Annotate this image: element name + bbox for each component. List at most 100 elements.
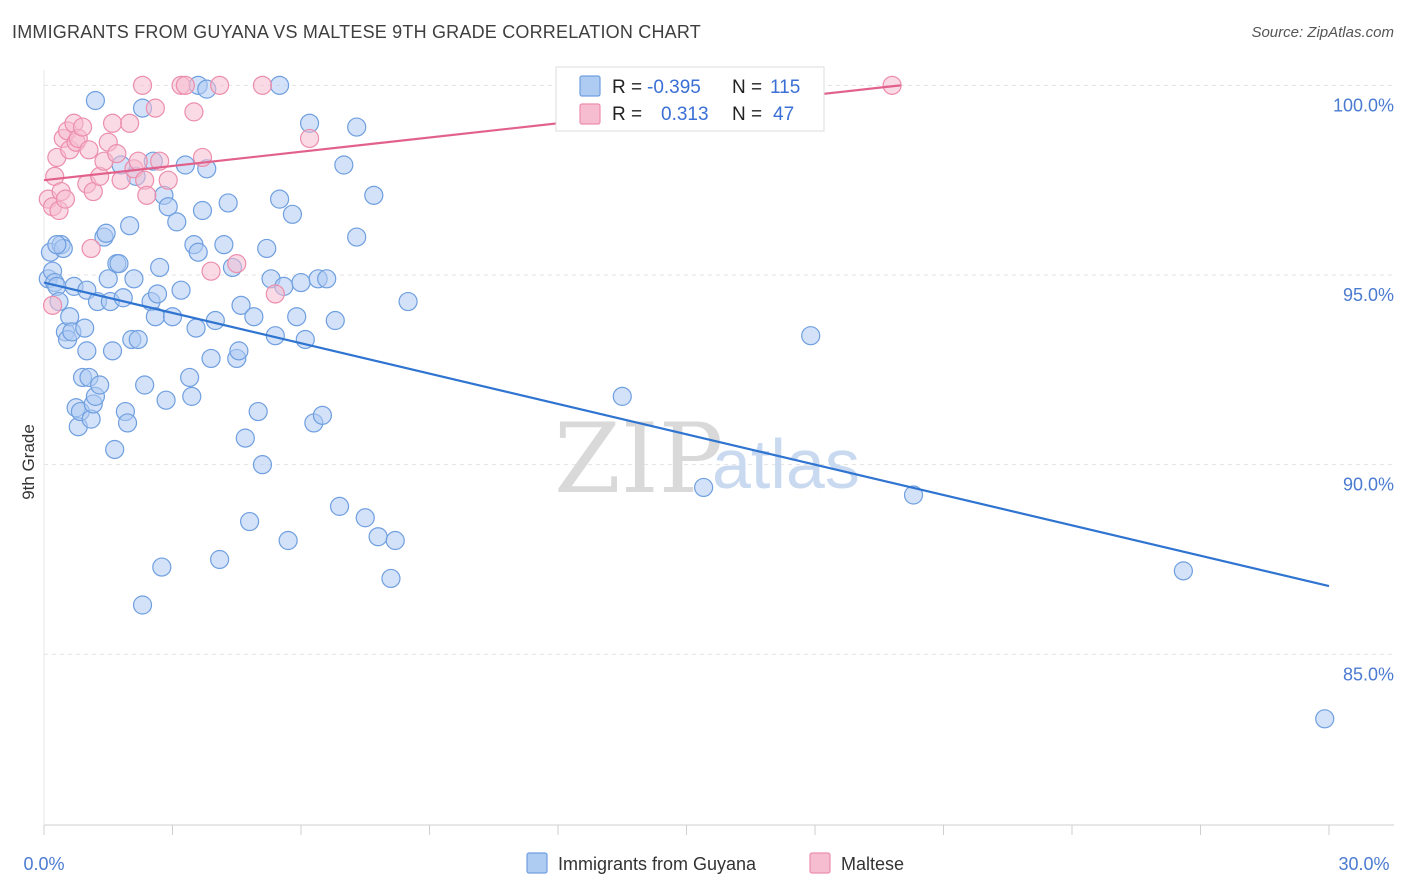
data-point-guyana: [903, 485, 924, 505]
data-point-guyana: [90, 375, 110, 395]
data-point-maltese: [184, 102, 204, 122]
data-point-maltese: [145, 98, 165, 118]
data-point-maltese: [120, 113, 140, 133]
data-point-guyana: [381, 568, 401, 589]
bottom-legend-label-maltese: Maltese: [841, 854, 904, 874]
y-tick-label: 85.0%: [1343, 664, 1394, 684]
data-point-guyana: [201, 348, 221, 369]
x-tick-label-max: 30.0%: [1338, 854, 1389, 874]
data-point-guyana: [102, 341, 123, 361]
data-point-guyana: [612, 386, 632, 406]
data-point-guyana: [694, 477, 714, 498]
x-tick-labels: 0.0% 30.0%: [23, 854, 1389, 874]
data-point-guyana: [109, 254, 129, 274]
data-point-maltese: [79, 140, 99, 160]
data-point-guyana: [47, 235, 67, 255]
legend-r-label-maltese: R =: [612, 104, 642, 125]
chart-title: IMMIGRANTS FROM GUYANA VS MALTESE 9TH GR…: [12, 22, 701, 42]
legend-swatch-maltese: [579, 103, 601, 125]
data-point-guyana: [347, 227, 367, 247]
data-point-guyana: [252, 455, 273, 475]
legend-top: R = -0.395 N = 115 R = 0.313 N = 47: [555, 66, 825, 132]
data-point-guyana: [85, 90, 106, 111]
data-point-guyana: [156, 390, 176, 410]
data-point-guyana: [317, 269, 337, 289]
y-axis-label: 9th Grade: [19, 424, 38, 500]
watermark: ZIP atlas: [554, 403, 860, 515]
x-tick-label-min: 0.0%: [23, 854, 64, 874]
data-point-guyana: [364, 185, 384, 205]
data-point-maltese: [227, 254, 247, 274]
data-point-guyana: [135, 375, 155, 395]
data-point-guyana: [287, 307, 307, 327]
data-point-guyana: [128, 329, 148, 350]
data-point-maltese: [210, 75, 230, 95]
data-point-guyana: [113, 288, 133, 308]
data-point-guyana: [117, 413, 138, 433]
data-point-maltese: [137, 185, 157, 205]
data-point-maltese: [201, 261, 221, 281]
data-point-guyana: [1315, 709, 1335, 729]
data-point-guyana: [801, 326, 821, 346]
data-point-guyana: [269, 189, 290, 209]
data-point-guyana: [180, 367, 200, 388]
bottom-legend-swatch-guyana: [526, 852, 548, 874]
trend-line-guyana: [43, 281, 1330, 588]
data-point-guyana: [269, 75, 290, 95]
y-tick-labels: 85.0% 90.0% 95.0% 100.0%: [1333, 95, 1394, 684]
data-point-maltese: [175, 75, 195, 95]
data-point-maltese: [252, 75, 273, 95]
data-point-guyana: [334, 155, 354, 175]
watermark-zip: ZIP: [554, 403, 723, 515]
data-point-guyana: [248, 401, 268, 422]
data-point-guyana: [282, 204, 303, 224]
legend-n-label-maltese: N =: [732, 104, 762, 125]
series-maltese-points: [38, 75, 902, 315]
bottom-legend-label-guyana: Immigrants from Guyana: [558, 854, 757, 874]
data-point-guyana: [231, 295, 251, 315]
data-point-guyana: [105, 439, 125, 460]
legend-swatch-guyana: [579, 75, 601, 97]
data-point-guyana: [120, 216, 140, 236]
data-point-guyana: [150, 257, 170, 278]
data-point-maltese: [42, 295, 63, 315]
data-point-guyana: [147, 284, 168, 304]
data-point-guyana: [235, 428, 255, 448]
legend-n-value-maltese: 47: [773, 104, 794, 125]
data-point-guyana: [171, 280, 191, 300]
data-point-guyana: [158, 197, 178, 217]
legend-n-value-guyana: 115: [770, 77, 800, 98]
watermark-atlas: atlas: [712, 425, 860, 503]
data-point-guyana: [368, 527, 388, 547]
data-point-guyana: [214, 235, 234, 255]
data-point-guyana: [278, 530, 298, 551]
data-point-guyana: [192, 200, 213, 221]
data-point-guyana: [96, 223, 116, 243]
data-point-guyana: [229, 341, 249, 361]
y-tick-label: 100.0%: [1333, 95, 1394, 115]
series-guyana-points: [38, 75, 1335, 729]
data-point-guyana: [385, 530, 405, 551]
source-credit: Source: ZipAtlas.com: [1251, 24, 1394, 41]
legend-n-label-guyana: N =: [732, 77, 762, 98]
legend-bottom: Immigrants from Guyana Maltese: [526, 852, 904, 874]
data-point-guyana: [218, 193, 238, 213]
data-point-guyana: [132, 595, 153, 615]
legend-r-label-guyana: R =: [612, 77, 642, 98]
data-point-guyana: [244, 307, 264, 327]
data-point-maltese: [55, 189, 76, 209]
data-point-maltese: [72, 117, 93, 137]
data-point-maltese: [132, 75, 153, 95]
data-point-guyana: [240, 511, 260, 532]
y-tick-label: 95.0%: [1343, 285, 1394, 305]
data-point-guyana: [329, 496, 350, 516]
data-point-maltese: [299, 128, 320, 149]
data-point-guyana: [188, 242, 208, 262]
data-point-maltese: [107, 144, 127, 164]
legend-box: [555, 66, 825, 132]
data-point-guyana: [167, 212, 187, 232]
data-point-guyana: [347, 117, 367, 137]
data-point-guyana: [257, 238, 277, 259]
data-point-guyana: [75, 318, 95, 338]
